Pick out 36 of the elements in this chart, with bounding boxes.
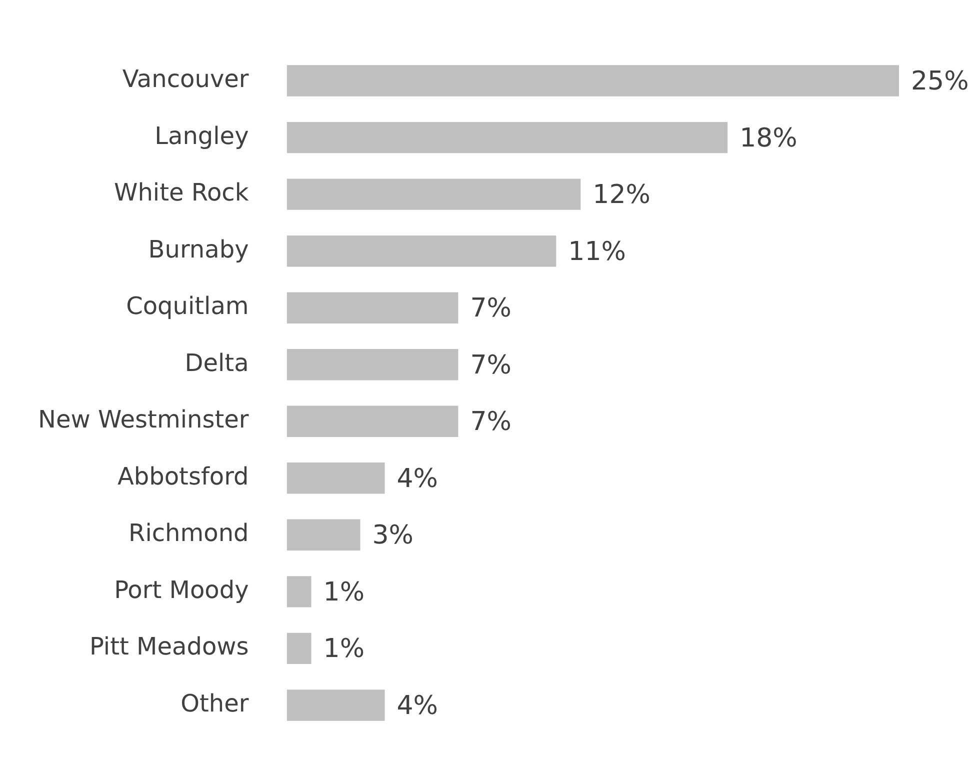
y-tick-label: Delta — [184, 348, 249, 377]
data-label: 1% — [323, 634, 365, 664]
bar — [286, 349, 458, 380]
y-tick-label: White Rock — [114, 178, 249, 207]
data-label: 4% — [396, 464, 438, 494]
bar — [286, 519, 360, 551]
data-label: 1% — [323, 577, 365, 608]
bar — [286, 632, 312, 664]
y-tick-label: Burnaby — [148, 235, 249, 264]
y-tick-label: Richmond — [128, 519, 249, 548]
data-label: 25% — [911, 66, 969, 97]
y-tick-label: Abbotsford — [117, 462, 249, 490]
data-label: 7% — [470, 350, 512, 380]
bar — [286, 690, 385, 721]
bar — [286, 576, 312, 608]
data-label: 4% — [396, 690, 438, 721]
bar — [286, 406, 458, 437]
bar — [286, 292, 458, 324]
y-tick-label: Port Moody — [114, 576, 249, 604]
bar — [286, 235, 556, 267]
y-tick-label: Pitt Meadows — [89, 632, 249, 661]
data-label: 18% — [740, 123, 798, 154]
y-tick-label: Langley — [154, 122, 249, 150]
data-label: 3% — [372, 520, 414, 551]
y-tick-label: Other — [180, 689, 249, 718]
y-tick-label: Coquitlam — [126, 292, 249, 320]
y-tick-label: New Westminster — [38, 406, 249, 434]
data-label: 12% — [592, 180, 650, 210]
bar — [286, 122, 728, 154]
bar — [286, 178, 581, 210]
data-label: 11% — [568, 236, 626, 267]
bar — [286, 462, 385, 494]
bar — [286, 65, 899, 96]
data-label: 7% — [470, 294, 512, 324]
data-label: 7% — [470, 407, 512, 438]
y-tick-label: Vancouver — [122, 65, 249, 94]
